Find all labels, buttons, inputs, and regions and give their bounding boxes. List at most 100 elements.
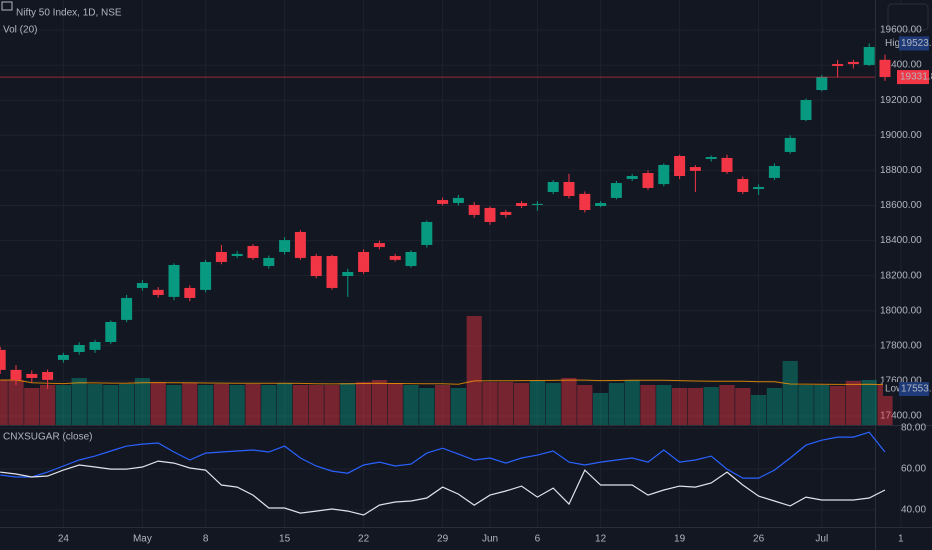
y-tick-label: 17800.00 [880,341,922,352]
volume-bar [87,384,103,425]
y-tick-label: 18200.00 [880,270,922,281]
candle-body [468,204,480,215]
x-tick-label: May [133,534,152,545]
candle-body [437,200,449,204]
candle-body [847,61,859,65]
volume-bar [845,380,861,425]
volume-bar [450,387,466,425]
volume-bar [640,385,656,425]
candle-body [816,77,828,91]
volume-bar [387,382,403,425]
x-tick-label: Jun [482,534,498,545]
volume-bar [672,387,688,425]
volume-bar [166,385,182,425]
candle-body [595,203,607,207]
candle-body [168,264,180,297]
y-tick-label: 19200.00 [880,95,922,106]
candle-body [737,178,749,192]
volume-bar [498,382,514,425]
marks: 24 May 8 15 22 29 Jun 6 12 19 26 Jul 1 17400.00 17600.… [0,25,932,545]
candle-body [10,369,22,380]
collapse-icon[interactable] [1,1,13,11]
volume-bar [0,380,8,425]
candle-body [105,321,117,343]
volume-bar [371,380,387,425]
candle-body [279,240,291,252]
candle-body [152,289,164,295]
indicator-tick-label: 60.00 [901,464,926,475]
volume-bar [529,380,545,425]
chart-title: Nifty 50 Index, 1D, NSE [16,8,122,19]
volume-bar [593,392,609,425]
candle-body [800,100,812,121]
candle-body [136,283,148,288]
marker-value: 17553.95 [901,384,932,395]
candle-body [26,373,38,378]
volume-bar [356,382,372,425]
marker-name: High [885,38,906,49]
candle-body [0,349,6,370]
x-tick-label: 6 [535,534,541,545]
y-tick-label: 18800.00 [880,165,922,176]
marker-value: 19523.60 [901,38,932,49]
x-tick-label: 15 [279,534,291,545]
candle-body [215,251,227,262]
candle-body [247,246,259,258]
volume-bar [182,382,198,425]
candle-body [689,167,701,171]
candle-body [626,176,638,179]
candle-body [500,211,512,215]
volume-bar [403,385,419,425]
volume-bar [435,385,451,425]
candle-body [705,157,717,159]
candle-body [642,173,654,188]
volume-bar [656,385,672,425]
volume-bar [608,382,624,425]
scale-button[interactable] [887,3,929,31]
candle-body [373,243,385,248]
candle-body [579,193,591,211]
volume-bar [624,380,640,425]
volume-bar [24,387,40,425]
marker-name-badge [883,382,899,397]
candle-body [421,221,433,245]
candle-body [42,372,54,380]
x-tick-label: 29 [437,534,449,545]
candle-body [294,231,306,258]
candle-body [342,271,354,277]
x-tick-label: 24 [58,534,70,545]
x-tick-label: 8 [203,534,209,545]
volume-bar [198,385,214,425]
candle-body [547,181,559,192]
volume-bar [150,382,166,425]
candle-body [405,251,417,267]
volume-bar [324,385,340,425]
y-tick-label: 18600.00 [880,200,922,211]
legend: Nifty 50 Index, 1D, NSE Vol (20) CNXSUGA… [1,1,122,443]
y-tick-label: 18000.00 [880,305,922,316]
candle-body [768,165,780,178]
candle-body [389,256,401,260]
y-tick-label: 19400.00 [880,60,922,71]
volume-bar [766,387,782,425]
y-tick-label: 17400.00 [880,411,922,422]
volume-bar [229,385,245,425]
y-tick-label: 17600.00 [880,376,922,387]
candle-body [121,297,133,320]
volume-bar [419,387,435,425]
volume-bar [308,385,324,425]
candle-body [531,203,543,205]
marker-name-badge [883,36,899,51]
candle-body [184,287,196,298]
indicator-title: CNXSUGAR (close) [3,432,92,443]
x-tick-label: 12 [595,534,607,545]
volume-bar [703,387,719,425]
candle-body [57,354,69,360]
volume-bar [134,377,150,425]
x-tick-label: 1 [898,534,904,545]
last-price-badge [897,70,929,85]
candle-body [452,197,464,204]
candle-body [784,137,796,152]
